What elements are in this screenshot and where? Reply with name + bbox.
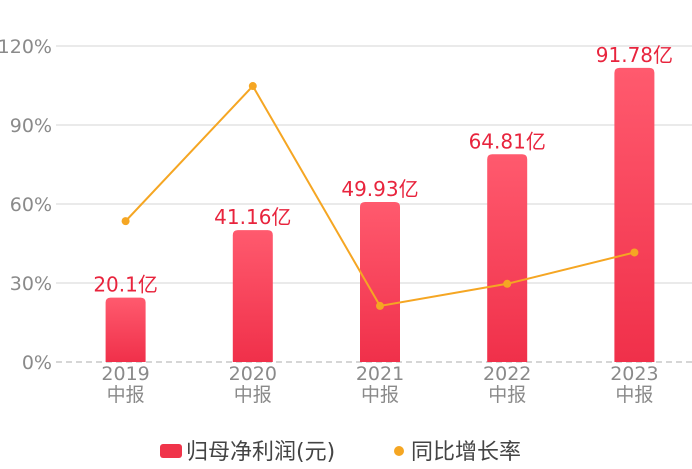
y-tick-label: 120% <box>0 36 52 58</box>
x-axis-ticks: 2019 中报 2020 中报 2021 中报 2022 中报 2023 中报 <box>101 363 658 406</box>
bar-data-label: 41.16亿 <box>214 205 291 229</box>
bar <box>487 154 528 362</box>
growth-point <box>630 248 639 257</box>
legend-label-line: 同比增长率 <box>411 440 521 465</box>
x-tick-label: 2023 中报 <box>610 363 658 406</box>
bar-data-label: 20.1亿 <box>93 273 158 297</box>
bar <box>614 67 655 362</box>
x-tick-label: 2019 中报 <box>101 363 149 406</box>
legend-swatch-line <box>394 446 404 456</box>
bar-data-labels: 20.1亿 41.16亿 49.93亿 64.81亿 91.78亿 <box>93 43 673 297</box>
bar-data-label: 91.78亿 <box>596 43 673 67</box>
y-tick-label: 0% <box>22 352 52 374</box>
y-axis-ticks: 0% 30% 60% 90% 120% <box>0 36 52 374</box>
legend-swatch-bar <box>160 444 182 458</box>
x-tick-label: 2021 中报 <box>356 363 404 406</box>
bar <box>105 297 146 362</box>
growth-point <box>121 217 130 226</box>
line-series <box>121 82 639 310</box>
x-tick-label: 2020 中报 <box>229 363 277 406</box>
growth-point <box>376 301 384 310</box>
legend-label-bar: 归母净利润(元) <box>186 440 335 465</box>
y-tick-label: 30% <box>10 273 52 295</box>
bar <box>360 201 400 362</box>
bar-data-label: 64.81亿 <box>469 129 546 153</box>
legend: 归母净利润(元) 同比增长率 <box>160 440 521 465</box>
growth-point <box>248 82 257 91</box>
y-tick-label: 90% <box>10 115 52 137</box>
bar <box>232 230 273 362</box>
bar-series <box>105 67 655 362</box>
growth-point <box>503 279 512 288</box>
bar-data-label: 49.93亿 <box>341 177 418 201</box>
x-tick-label: 2022 中报 <box>483 363 531 406</box>
y-tick-label: 60% <box>10 194 52 216</box>
